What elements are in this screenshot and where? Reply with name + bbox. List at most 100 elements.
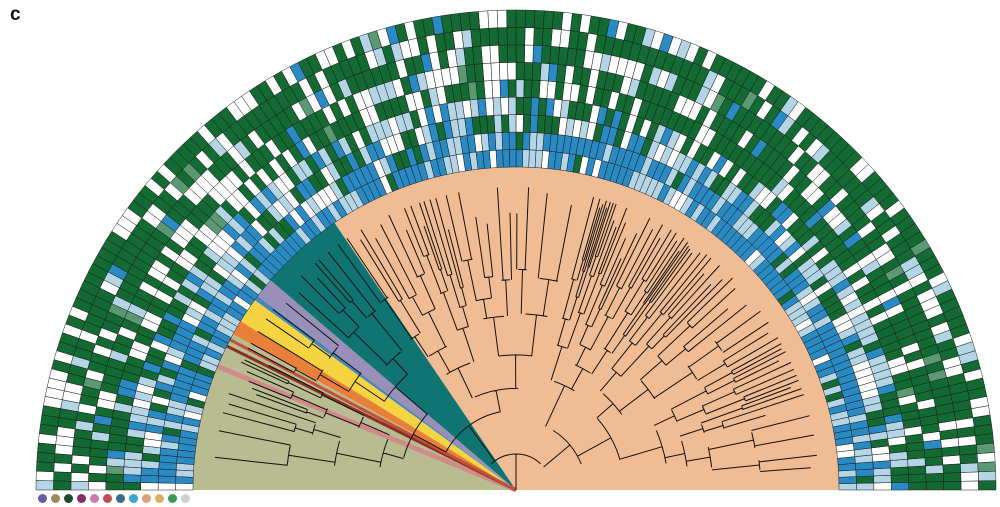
legend-swatch-2 bbox=[51, 494, 60, 503]
heatmap-cell bbox=[523, 97, 531, 115]
heatmap-cell bbox=[482, 63, 491, 81]
heatmap-cell bbox=[490, 45, 499, 63]
heatmap-cell bbox=[961, 481, 979, 490]
heatmap-cell bbox=[542, 28, 552, 46]
heatmap-cell bbox=[507, 10, 516, 28]
heatmap-cell bbox=[493, 98, 501, 116]
heatmap-cell bbox=[509, 132, 516, 150]
heatmap-cell bbox=[525, 28, 534, 46]
heatmap-cell bbox=[503, 150, 510, 168]
heatmap-cell bbox=[522, 150, 529, 168]
heatmap-cell bbox=[516, 27, 525, 45]
heatmap-cell bbox=[535, 150, 543, 168]
heatmap-cell bbox=[88, 473, 106, 482]
heatmap-cell bbox=[141, 468, 159, 476]
heatmap-cell bbox=[530, 115, 538, 133]
heatmap-cell bbox=[480, 28, 490, 46]
legend bbox=[38, 494, 190, 503]
heatmap-cell bbox=[516, 132, 523, 150]
heatmap-cell bbox=[71, 473, 89, 482]
heatmap-cell bbox=[944, 481, 962, 490]
heatmap-cell bbox=[524, 62, 533, 80]
heatmap-cell bbox=[516, 80, 524, 98]
heatmap-cell bbox=[978, 471, 996, 481]
heatmap-cell bbox=[524, 45, 533, 63]
heatmap-cell bbox=[176, 477, 194, 484]
heatmap-cell bbox=[552, 11, 563, 29]
heatmap-cell bbox=[89, 465, 107, 474]
heatmap-cell bbox=[159, 462, 177, 470]
heatmap-cell bbox=[978, 481, 996, 490]
heatmap-cell bbox=[977, 452, 995, 462]
heatmap-cell bbox=[54, 463, 72, 473]
heatmap-cell bbox=[531, 80, 540, 98]
heatmap-cell bbox=[509, 150, 516, 168]
heatmap-cell bbox=[960, 463, 978, 473]
heatmap-cell bbox=[908, 466, 926, 475]
heatmap-cell bbox=[72, 446, 90, 456]
heatmap-cell bbox=[158, 469, 176, 477]
heatmap-cell bbox=[856, 476, 874, 483]
heatmap-cell bbox=[499, 62, 508, 80]
heatmap-cell bbox=[509, 115, 516, 133]
heatmap-cell bbox=[492, 80, 501, 98]
heatmap-cell bbox=[507, 27, 516, 45]
heatmap-cell bbox=[106, 466, 124, 475]
heatmap-cell bbox=[891, 482, 909, 490]
heatmap-cell bbox=[909, 482, 927, 490]
heatmap-cell bbox=[54, 454, 72, 464]
heatmap-cell bbox=[536, 133, 544, 151]
heatmap-cell bbox=[874, 475, 892, 483]
heatmap-cell bbox=[494, 115, 502, 133]
heatmap-cell bbox=[978, 462, 996, 472]
heatmap-cell bbox=[516, 45, 525, 63]
heatmap-cell bbox=[960, 454, 978, 464]
heatmap-cell bbox=[548, 64, 558, 82]
heatmap-cell bbox=[925, 456, 943, 465]
heatmap-cell bbox=[36, 462, 54, 472]
heatmap-cell bbox=[55, 445, 73, 455]
legend-swatch-4 bbox=[77, 494, 86, 503]
heatmap-cell bbox=[53, 481, 71, 490]
heatmap-cell bbox=[874, 483, 892, 490]
heatmap-cell bbox=[839, 483, 857, 490]
heatmap-cell bbox=[540, 63, 549, 81]
heatmap-cell bbox=[942, 455, 960, 465]
heatmap-cell bbox=[507, 45, 516, 63]
heatmap-cell bbox=[551, 29, 561, 47]
heatmap-cell bbox=[908, 474, 926, 482]
heatmap-cell bbox=[89, 456, 107, 465]
heatmap-cell bbox=[538, 98, 547, 116]
legend-swatch-9 bbox=[142, 494, 151, 503]
heatmap-cell bbox=[123, 475, 141, 483]
heatmap-cell bbox=[141, 475, 159, 483]
heatmap-cell bbox=[533, 45, 542, 63]
heatmap-cell bbox=[72, 455, 90, 465]
heatmap-cell bbox=[141, 461, 159, 469]
heatmap-cell bbox=[539, 80, 548, 98]
heatmap-cell bbox=[516, 115, 523, 133]
heatmap-cell bbox=[926, 482, 944, 490]
heatmap-cell bbox=[36, 481, 54, 490]
heatmap-cell bbox=[158, 476, 176, 483]
heatmap-cell bbox=[529, 132, 537, 150]
heatmap-cell bbox=[481, 46, 491, 64]
heatmap-cell bbox=[106, 482, 124, 490]
heatmap-cell bbox=[508, 80, 516, 98]
heatmap-cell bbox=[106, 474, 124, 482]
heatmap-cell bbox=[524, 80, 532, 98]
heatmap-cell bbox=[488, 10, 498, 28]
heatmap-cell bbox=[501, 115, 509, 133]
heatmap-cell bbox=[498, 28, 507, 46]
heatmap-cell bbox=[500, 80, 508, 98]
heatmap-cell bbox=[516, 97, 524, 115]
legend-swatch-6 bbox=[103, 494, 112, 503]
legend-swatch-12 bbox=[181, 494, 190, 503]
heatmap-cell bbox=[499, 45, 508, 63]
heatmap-cell bbox=[926, 465, 944, 474]
heatmap-cell bbox=[541, 46, 551, 64]
heatmap-cell bbox=[891, 467, 909, 475]
heatmap-cell bbox=[516, 62, 524, 80]
heatmap-cell bbox=[176, 483, 194, 490]
